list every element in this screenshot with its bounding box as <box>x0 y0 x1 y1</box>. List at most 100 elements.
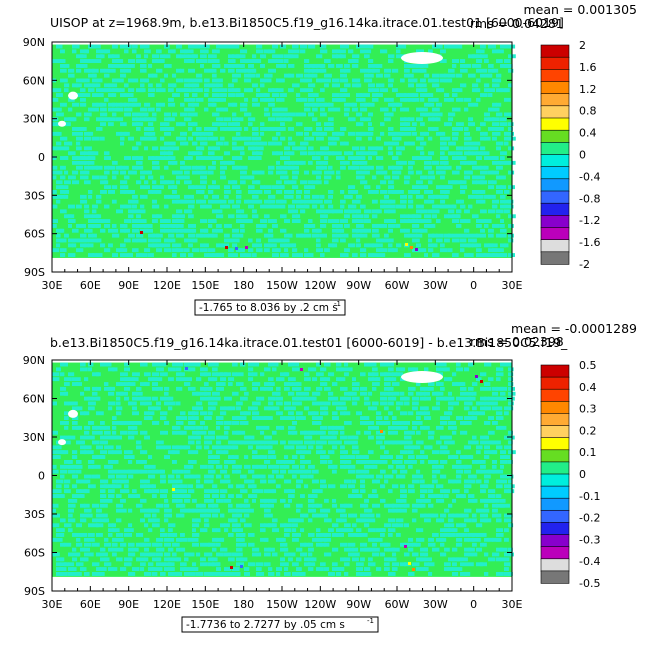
speckle <box>136 396 144 401</box>
speckle <box>76 464 83 469</box>
speckle <box>348 391 354 396</box>
speckle <box>444 204 449 209</box>
speckle <box>272 54 277 59</box>
speckle <box>264 513 269 518</box>
speckle <box>304 107 311 112</box>
speckle <box>180 214 185 219</box>
speckle <box>400 93 407 97</box>
speckle <box>200 44 206 49</box>
speckle <box>264 243 271 248</box>
speckle <box>412 460 417 464</box>
speckle <box>276 165 282 170</box>
speckle <box>448 440 455 445</box>
speckle <box>232 54 240 59</box>
speckle <box>432 83 440 88</box>
speckle <box>252 83 258 88</box>
speckle <box>192 450 199 455</box>
speckle <box>260 122 265 127</box>
speckle <box>228 248 234 253</box>
speckle <box>396 367 404 372</box>
speckle <box>140 460 147 464</box>
speckle <box>468 253 474 257</box>
speckle <box>232 238 240 243</box>
speckle <box>68 567 73 571</box>
speckle <box>72 552 79 557</box>
speckle <box>212 401 218 406</box>
speckle <box>236 209 241 214</box>
speckle <box>92 209 97 214</box>
speckle <box>488 537 494 542</box>
speckle <box>496 557 501 562</box>
speckle <box>156 386 163 391</box>
colorbar-swatch <box>540 509 570 524</box>
speckle <box>288 136 293 141</box>
speckle <box>100 68 105 73</box>
speckle <box>340 411 346 416</box>
speckle <box>84 131 92 136</box>
speckle <box>468 440 473 445</box>
speckle <box>212 83 220 88</box>
speckle <box>264 425 270 430</box>
speckle <box>132 421 138 425</box>
speckle <box>344 440 352 445</box>
speckle <box>184 572 189 576</box>
speckle <box>260 445 266 450</box>
speckle <box>132 377 139 382</box>
speckle <box>72 83 79 88</box>
speckle <box>184 117 192 122</box>
speckle <box>360 557 365 562</box>
speckle <box>508 233 514 238</box>
speckle <box>92 78 99 83</box>
speckle <box>96 425 102 430</box>
speckle <box>192 83 200 88</box>
speckle <box>272 489 277 494</box>
speckle <box>272 107 279 112</box>
speckle <box>308 102 315 107</box>
speckle <box>448 248 453 253</box>
speckle <box>376 537 383 542</box>
speckle <box>76 136 83 141</box>
speckle <box>292 382 300 386</box>
speckle <box>264 460 271 464</box>
speckle <box>396 455 403 459</box>
speckle <box>332 396 339 401</box>
speckle <box>104 224 111 228</box>
speckle <box>260 430 265 435</box>
speckle <box>348 455 356 459</box>
speckle <box>80 450 87 455</box>
speckle <box>276 484 281 489</box>
speckle <box>384 416 389 420</box>
speckle <box>488 440 494 445</box>
speckle <box>180 513 185 518</box>
speckle <box>224 117 232 122</box>
speckle <box>356 93 363 97</box>
speckle <box>96 567 102 571</box>
speckle <box>64 170 69 175</box>
speckle <box>228 238 233 243</box>
speckle <box>148 377 156 382</box>
speckle <box>324 156 329 160</box>
speckle <box>324 248 330 253</box>
speckle <box>68 73 75 78</box>
speckle <box>112 175 117 180</box>
speckle <box>92 572 97 576</box>
speckle <box>304 450 312 455</box>
speckle <box>124 479 129 484</box>
speckle <box>496 248 504 253</box>
speckle <box>304 64 311 68</box>
speckle <box>124 528 130 533</box>
speckle <box>88 513 93 518</box>
speckle <box>408 160 415 165</box>
speckle <box>212 160 216 165</box>
speckle <box>204 44 210 49</box>
speckle <box>416 49 424 54</box>
speckle <box>84 59 91 63</box>
speckle <box>100 107 107 112</box>
speckle <box>368 528 376 533</box>
speckle <box>188 49 194 54</box>
speckle <box>320 435 328 440</box>
speckle <box>116 445 122 450</box>
speckle <box>492 136 497 141</box>
speckle <box>52 494 59 498</box>
speckle <box>156 503 164 508</box>
